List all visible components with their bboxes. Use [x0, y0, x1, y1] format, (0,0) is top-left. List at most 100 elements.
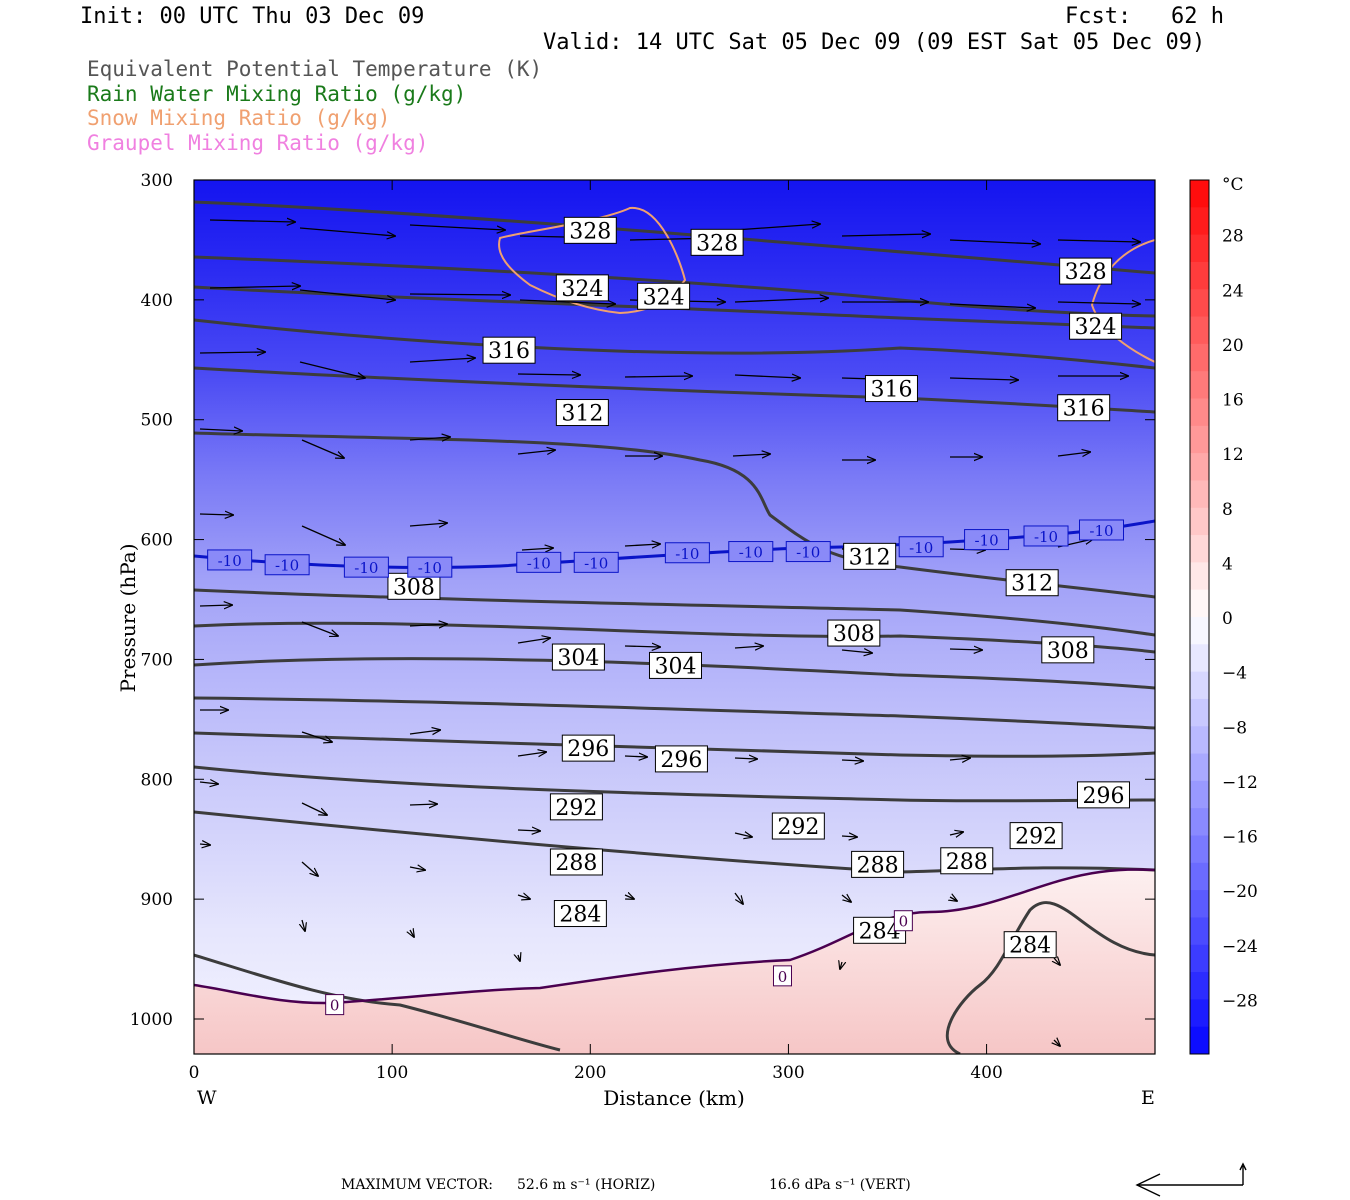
theta-e-label-box [555, 274, 609, 302]
colorbar-segment [1190, 671, 1209, 700]
theta-e-label-text: 328 [569, 219, 611, 244]
colorbar-tick-label: 12 [1222, 445, 1244, 465]
isotherm-label: -10 [964, 529, 1010, 551]
legend-graupel: Graupel Mixing Ratio (g/kg) [87, 131, 429, 155]
theta-e-label-text: 308 [393, 575, 435, 600]
x-tick-label: 400 [970, 1063, 1002, 1083]
theta-e-label-text: 312 [1011, 572, 1053, 597]
theta-e-label: 316 [482, 336, 536, 364]
isotherm-label: -10 [898, 536, 944, 558]
theta-e-label: 296 [561, 734, 615, 762]
colorbar-tick-label: 20 [1222, 336, 1244, 356]
y-tick-label: 700 [141, 650, 173, 670]
isotherm-label-text: -10 [527, 554, 551, 572]
colorbar-segment [1190, 535, 1209, 563]
colorbar-tick-label: 8 [1222, 500, 1233, 520]
colorbar-tick-label: −4 [1222, 664, 1247, 684]
isotherm-label-box [516, 551, 562, 573]
isotherm-label: -10 [573, 551, 619, 573]
theta-e-label: 324 [1069, 312, 1123, 340]
max-vector-label: MAXIMUM VECTOR: [341, 1177, 493, 1193]
theta-e-label-text: 288 [555, 851, 597, 876]
snow-mixing-ratio-contour-east [1090, 239, 1155, 363]
isotherm-label: -10 [728, 541, 774, 563]
theta-e-label: 296 [654, 745, 708, 773]
colorbar-segment [1190, 944, 1209, 973]
x-axis-title: Distance (km) [603, 1086, 745, 1110]
max-vector-vert-value: 16.6 dPa s⁻¹ (VERT) [769, 1177, 911, 1193]
isotherm-label: 0 [772, 965, 792, 987]
theta-e-label: 312 [1005, 569, 1059, 597]
colorbar-segment [1190, 726, 1209, 755]
colorbar-segment [1190, 371, 1209, 399]
isotherm-label-text: -10 [1034, 528, 1058, 546]
isotherm-label-text: -10 [584, 554, 608, 572]
theta-e-label: 304 [551, 643, 605, 671]
isotherm-label: -10 [407, 556, 453, 578]
colorbar-segment [1190, 398, 1209, 427]
colorbar-tick-label: 16 [1222, 391, 1244, 411]
theta-e-label: 308 [827, 619, 881, 647]
colorbar-segment [1190, 617, 1209, 645]
theta-e-label-box [561, 734, 615, 762]
y-tick-label: 400 [141, 291, 173, 311]
theta-e-label-box [1005, 569, 1059, 597]
theta-e-label-text: 284 [1009, 934, 1051, 959]
theta-e-label-box [690, 228, 744, 256]
theta-e-label-box [549, 848, 603, 876]
colorbar-frame [1189, 179, 1210, 1055]
isotherm-label-text: -10 [275, 557, 299, 575]
isotherm-label-text: -10 [418, 559, 442, 577]
theta-e-label-box [654, 745, 708, 773]
theta-e-label-text: 308 [1047, 639, 1089, 664]
colorbar-tick-label: −16 [1222, 828, 1258, 848]
isotherm-label-text: -10 [218, 552, 242, 570]
theta-e-label-text: 304 [654, 654, 696, 679]
isotherm-label: 0 [325, 994, 345, 1016]
isotherm-label-box [325, 994, 345, 1016]
theta-e-label: 308 [1041, 636, 1095, 664]
theta-e-label: 284 [553, 900, 607, 928]
isotherm-label-text: 0 [899, 913, 909, 931]
theta-e-label-text: 284 [559, 903, 601, 928]
isotherm-label: -10 [785, 541, 831, 563]
legend-rain-water: Rain Water Mixing Ratio (g/kg) [87, 82, 467, 106]
theta-e-label-text: 316 [870, 378, 912, 403]
x-tick-label: 0 [189, 1063, 200, 1083]
theta-e-label-text: 304 [557, 646, 599, 671]
axes: 0 100 200 300 400 300 400 500 600 700 800 900 1000 W E… [116, 171, 1155, 1110]
colorbar-segment [1190, 862, 1209, 891]
isotherm-label-box [893, 910, 913, 932]
theta-e-label: 288 [851, 850, 905, 878]
max-vector-vert-head [1239, 1162, 1247, 1171]
theta-e-label: 288 [549, 848, 603, 876]
theta-e-label-text: 316 [1063, 397, 1105, 422]
theta-e-label-box [1069, 312, 1123, 340]
theta-e-label-text: 292 [777, 815, 819, 840]
theta-e-label-text: 308 [833, 622, 875, 647]
theta-e-label-text: 288 [946, 850, 988, 875]
theta-e-label-text: 284 [859, 919, 901, 944]
theta-e-label: 316 [1057, 394, 1111, 422]
colorbar-segment [1190, 644, 1209, 673]
colorbar-segment [1190, 753, 1209, 782]
theta-e-label: 316 [864, 375, 918, 403]
x-tick-label: 200 [574, 1063, 606, 1083]
y-tick-label: 500 [141, 411, 173, 431]
colorbar-segment [1190, 453, 1209, 481]
y-axis-title: Pressure (hPa) [116, 544, 140, 693]
colorbar: °C 28 24 20 16 12 8 4 0 −4 −8 −12 −16 −20 −24 −28 [1189, 175, 1258, 1055]
isotherm-label: -10 [1023, 525, 1069, 547]
theta-e-label-box [771, 812, 825, 840]
theta-e-label: 296 [1076, 781, 1130, 809]
theta-e-labels: 328 328 328 324 324 324 316 316 316 312 312 312 308 3… [387, 216, 1130, 959]
colorbar-unit: °C [1222, 175, 1244, 195]
theta-e-label-text: 296 [567, 737, 609, 762]
colorbar-segment [1190, 917, 1209, 946]
theta-e-label: 328 [690, 228, 744, 256]
theta-e-label: 328 [563, 216, 617, 244]
colorbar-segment [1190, 289, 1209, 318]
colorbar-segment [1190, 562, 1209, 591]
isotherm-label-box [207, 549, 253, 571]
isotherm-label-text: -10 [354, 559, 378, 577]
